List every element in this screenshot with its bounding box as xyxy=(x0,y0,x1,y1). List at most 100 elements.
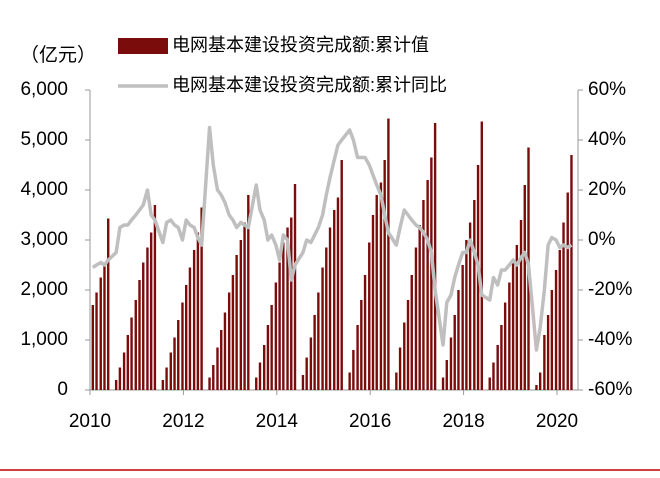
bar xyxy=(348,372,351,390)
bar xyxy=(371,215,375,390)
bar xyxy=(492,362,495,390)
bar xyxy=(99,277,102,390)
bar xyxy=(270,305,273,390)
bar xyxy=(134,300,137,390)
bar xyxy=(465,240,468,390)
bar xyxy=(192,250,196,390)
bar xyxy=(360,300,363,390)
bar xyxy=(122,352,126,390)
x-tick-label: 2012 xyxy=(162,411,204,432)
bar xyxy=(243,222,246,390)
bar xyxy=(480,121,484,390)
bar xyxy=(107,218,110,390)
bar xyxy=(379,182,383,390)
bar xyxy=(426,180,429,390)
bar xyxy=(153,205,157,390)
x-tick-label: 2018 xyxy=(442,411,484,432)
bar xyxy=(375,195,378,390)
y2-tick-label: 60% xyxy=(588,79,626,100)
bar xyxy=(406,300,410,390)
legend-label: 电网基本建设投资完成额:累计值 xyxy=(172,35,429,55)
bar xyxy=(286,227,289,390)
bar xyxy=(301,375,305,390)
bar xyxy=(325,247,328,390)
bar xyxy=(414,247,418,390)
bar xyxy=(142,262,145,390)
bar xyxy=(340,160,343,390)
y2-tick-label: 40% xyxy=(588,129,626,150)
bar xyxy=(91,305,95,390)
bar xyxy=(173,337,176,390)
bar xyxy=(398,347,402,390)
bar xyxy=(433,123,437,390)
bar xyxy=(538,372,542,390)
y-tick-label: 0 xyxy=(57,379,68,400)
y-tick-label: 4,000 xyxy=(20,179,68,200)
bar xyxy=(496,345,499,390)
bar xyxy=(503,302,507,390)
bar xyxy=(566,192,569,390)
bar xyxy=(570,155,573,390)
bar xyxy=(387,118,390,390)
x-tick-label: 2010 xyxy=(69,411,111,432)
bar xyxy=(461,265,464,390)
bar xyxy=(511,262,515,390)
bar xyxy=(309,337,313,390)
bar xyxy=(227,292,231,390)
bar xyxy=(169,352,172,390)
bar xyxy=(146,247,149,390)
bar xyxy=(212,365,215,390)
y2-tick-label: -20% xyxy=(588,279,632,300)
bar xyxy=(313,315,316,390)
bar xyxy=(282,242,285,390)
bar xyxy=(196,232,200,390)
bar xyxy=(519,220,523,390)
bar xyxy=(103,262,106,390)
y-tick-label: 6,000 xyxy=(20,79,68,100)
bar xyxy=(181,302,184,390)
bar xyxy=(321,267,324,390)
bar xyxy=(149,232,153,390)
bar xyxy=(500,325,503,390)
bar xyxy=(488,377,491,390)
bar xyxy=(200,207,203,390)
y2-tick-label: 20% xyxy=(588,179,626,200)
line xyxy=(91,125,573,352)
bar xyxy=(508,282,511,390)
bar xyxy=(235,255,238,390)
bar xyxy=(333,210,336,390)
bar xyxy=(278,262,281,390)
bar xyxy=(255,377,258,390)
bar xyxy=(317,292,320,390)
bar xyxy=(188,267,192,390)
bar xyxy=(352,350,355,390)
bar xyxy=(247,195,250,390)
legend-label: 电网基本建设投资完成额:累计同比 xyxy=(172,75,447,95)
bar xyxy=(550,290,554,390)
bar xyxy=(468,222,472,390)
bar xyxy=(543,335,546,390)
bar xyxy=(445,360,448,390)
bar xyxy=(95,292,98,390)
bar xyxy=(293,184,297,390)
bar xyxy=(430,157,433,390)
bar xyxy=(410,275,413,390)
x-tick-label: 2020 xyxy=(536,411,578,432)
bar xyxy=(231,275,235,390)
bar xyxy=(184,285,188,390)
bar xyxy=(262,345,266,390)
bar xyxy=(266,325,270,390)
bar xyxy=(274,282,278,390)
bar xyxy=(208,377,211,390)
y-tick-label: 2,000 xyxy=(20,279,68,300)
y2-tick-label: -60% xyxy=(588,379,632,400)
bar xyxy=(114,380,118,390)
bar xyxy=(449,337,453,390)
bar xyxy=(336,197,340,390)
bar xyxy=(258,362,262,390)
bar xyxy=(216,347,219,390)
bar xyxy=(356,325,359,390)
bar xyxy=(118,367,122,390)
bar xyxy=(422,200,425,390)
